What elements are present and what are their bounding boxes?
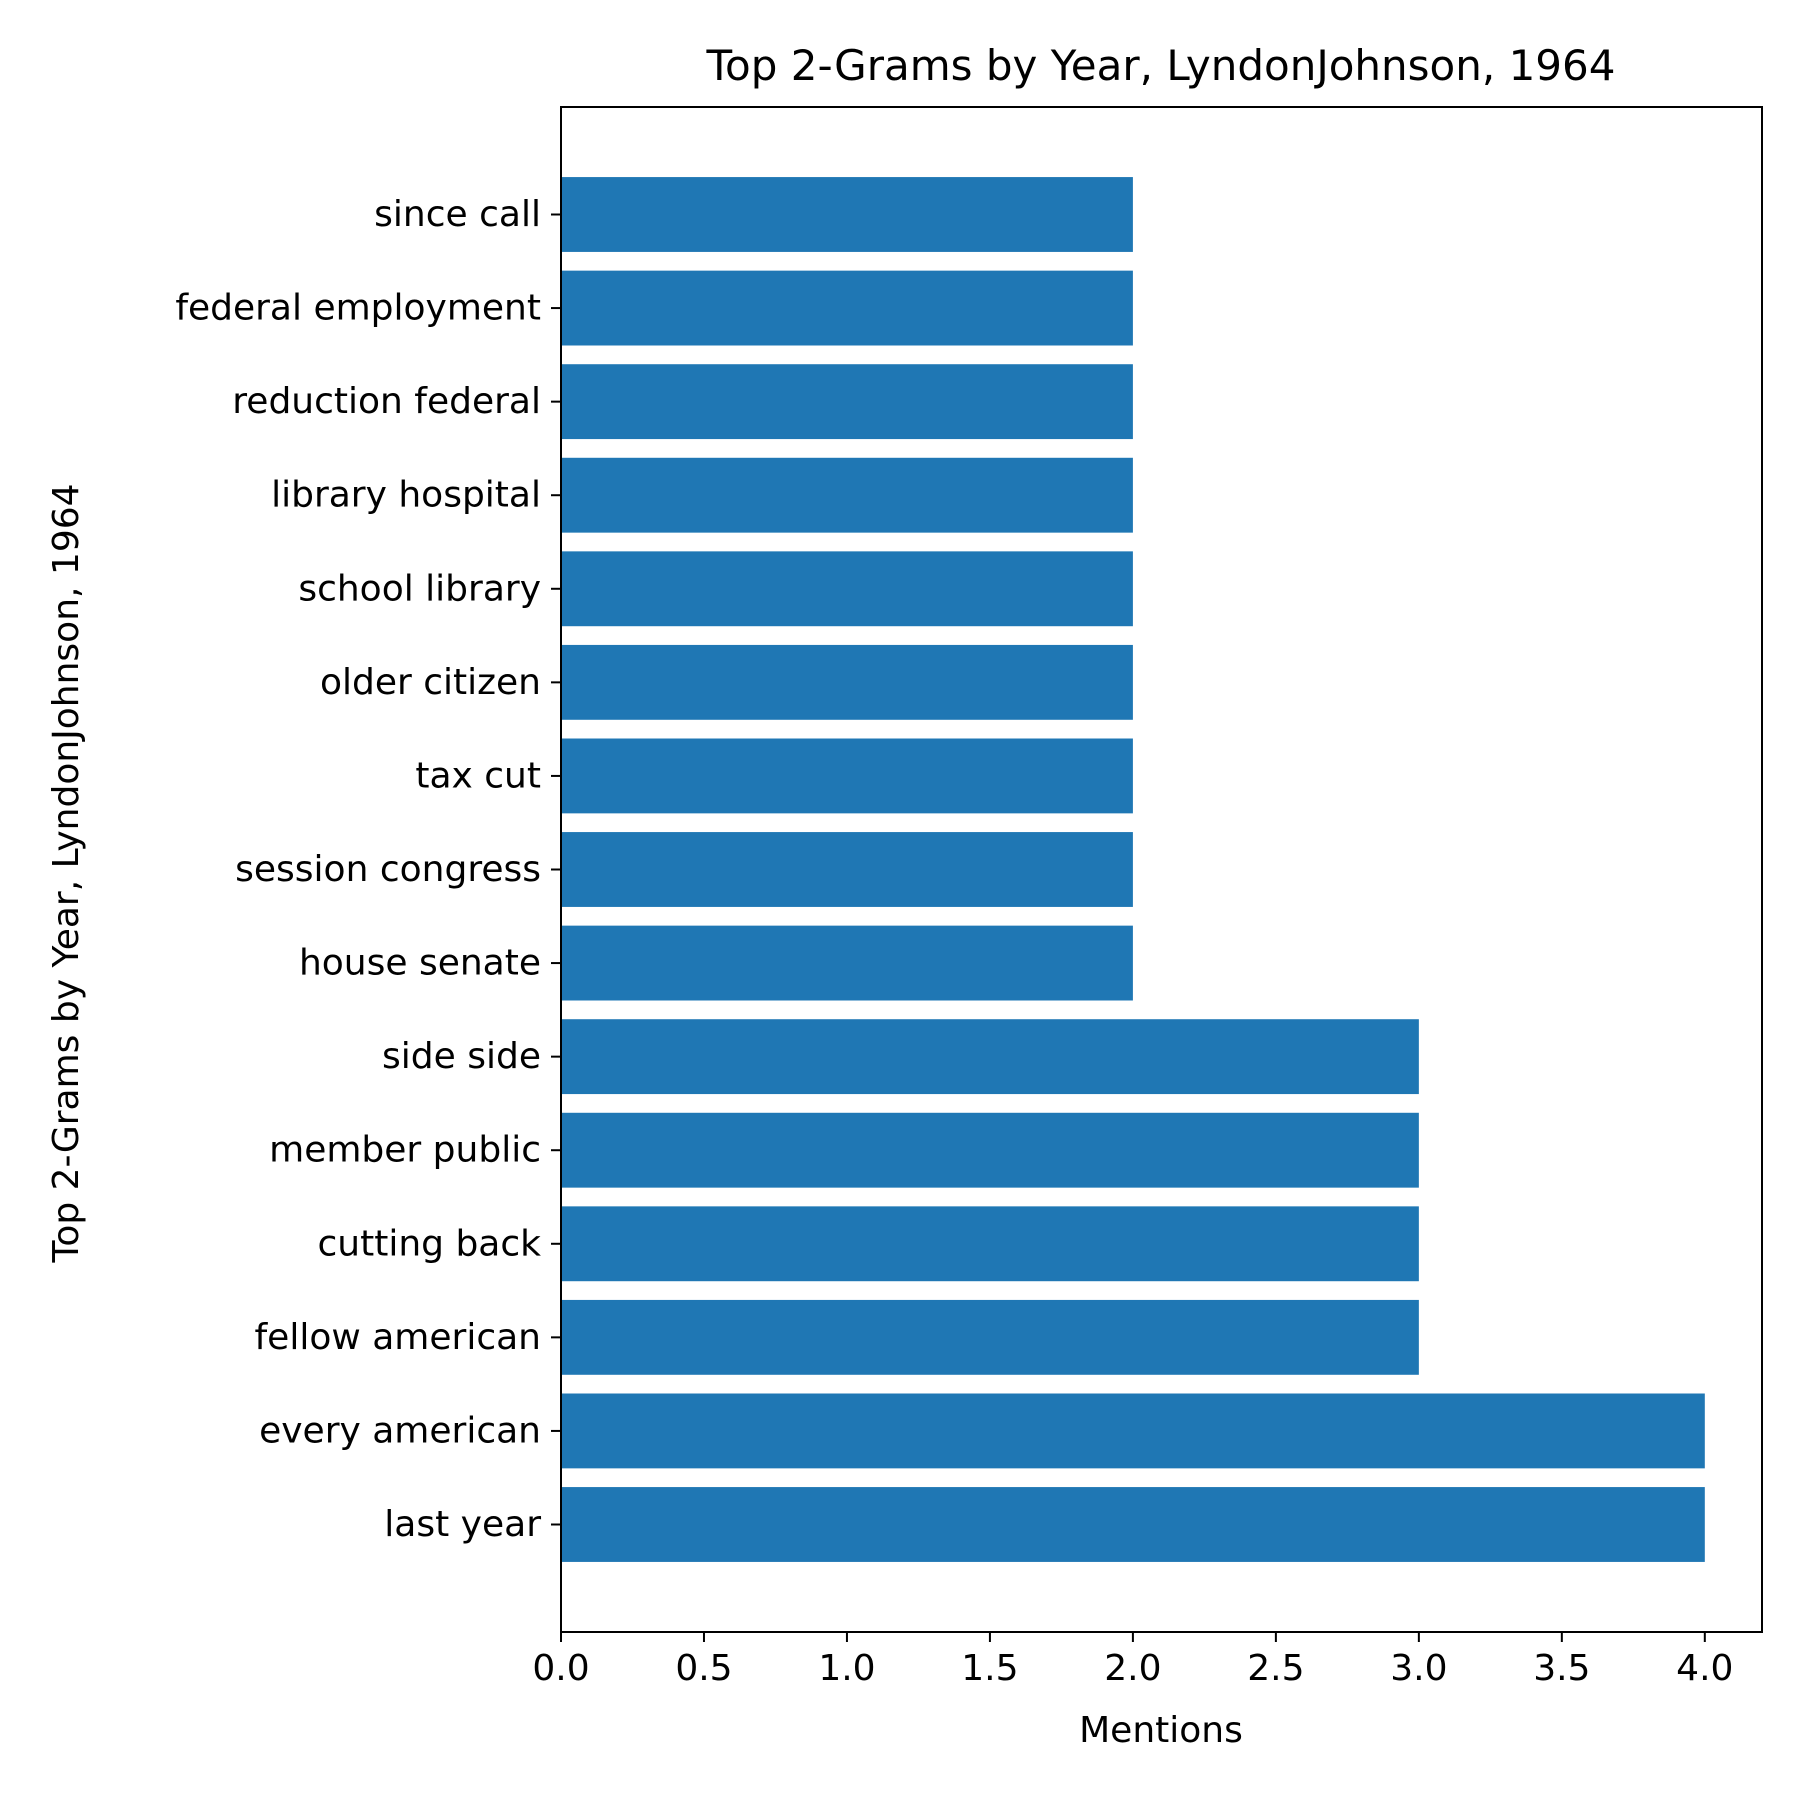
bar-house-senate [561,925,1133,1001]
x-tick-label: 3.0 [1390,1648,1447,1689]
bar-school-library [561,551,1133,627]
bar-since-call [561,177,1133,252]
y-tick-label: reduction federal [232,381,541,422]
bar-reduction-federal [561,364,1133,440]
x-tick-label: 2.0 [1104,1648,1161,1689]
bar-tax-cut [561,738,1133,814]
y-axis-label: Top 2-Grams by Year, LyndonJohnson, 1964 [46,483,87,1263]
bars-group [561,177,1705,1562]
bar-session-congress [561,832,1133,907]
y-tick-label: house senate [299,943,541,984]
bar-federal-employment [561,270,1133,346]
y-tick-label: library hospital [271,475,541,516]
x-tick-label: 4.0 [1676,1648,1733,1689]
y-tick-label: tax cut [415,755,541,796]
chart-title: Top 2-Grams by Year, LyndonJohnson, 1964 [706,41,1616,90]
y-tick-label: side side [382,1036,541,1077]
y-tick-label: every american [259,1410,541,1451]
y-tick-label: since call [374,194,541,235]
bar-fellow-american [561,1299,1419,1375]
plot-frame [560,106,1763,1633]
y-tick-label: cutting back [317,1223,541,1264]
bar-cutting-back [561,1206,1419,1282]
x-tick-label: 1.0 [818,1648,875,1689]
x-tick-label: 0.5 [675,1648,732,1689]
y-tick-label: last year [384,1504,541,1545]
x-tick-label: 1.5 [961,1648,1018,1689]
bar-last-year [561,1487,1705,1562]
y-tick-label: fellow american [255,1317,542,1358]
bar-side-side [561,1019,1419,1095]
bar-library-hospital [561,457,1133,533]
y-tick-label: federal employment [175,288,541,329]
bar-older-citizen [561,644,1133,720]
y-tick-label: school library [298,568,541,609]
y-axis-ticks: last year every american fellow american cu… [175,194,561,1545]
bar-member-public [561,1112,1419,1188]
x-tick-label: 2.5 [1247,1648,1304,1689]
y-tick-label: member public [269,1130,541,1171]
x-tick-label: 3.5 [1533,1648,1590,1689]
x-axis-ticks: 0.0 0.5 1.0 1.5 2.0 2.5 3.0 3.5 4.0 [532,1632,1733,1689]
y-tick-label: older citizen [320,662,541,703]
y-tick-label: session congress [235,849,541,890]
bar-every-american [561,1393,1705,1469]
x-axis-label: Mentions [1079,1710,1243,1751]
x-tick-label: 0.0 [532,1648,589,1689]
